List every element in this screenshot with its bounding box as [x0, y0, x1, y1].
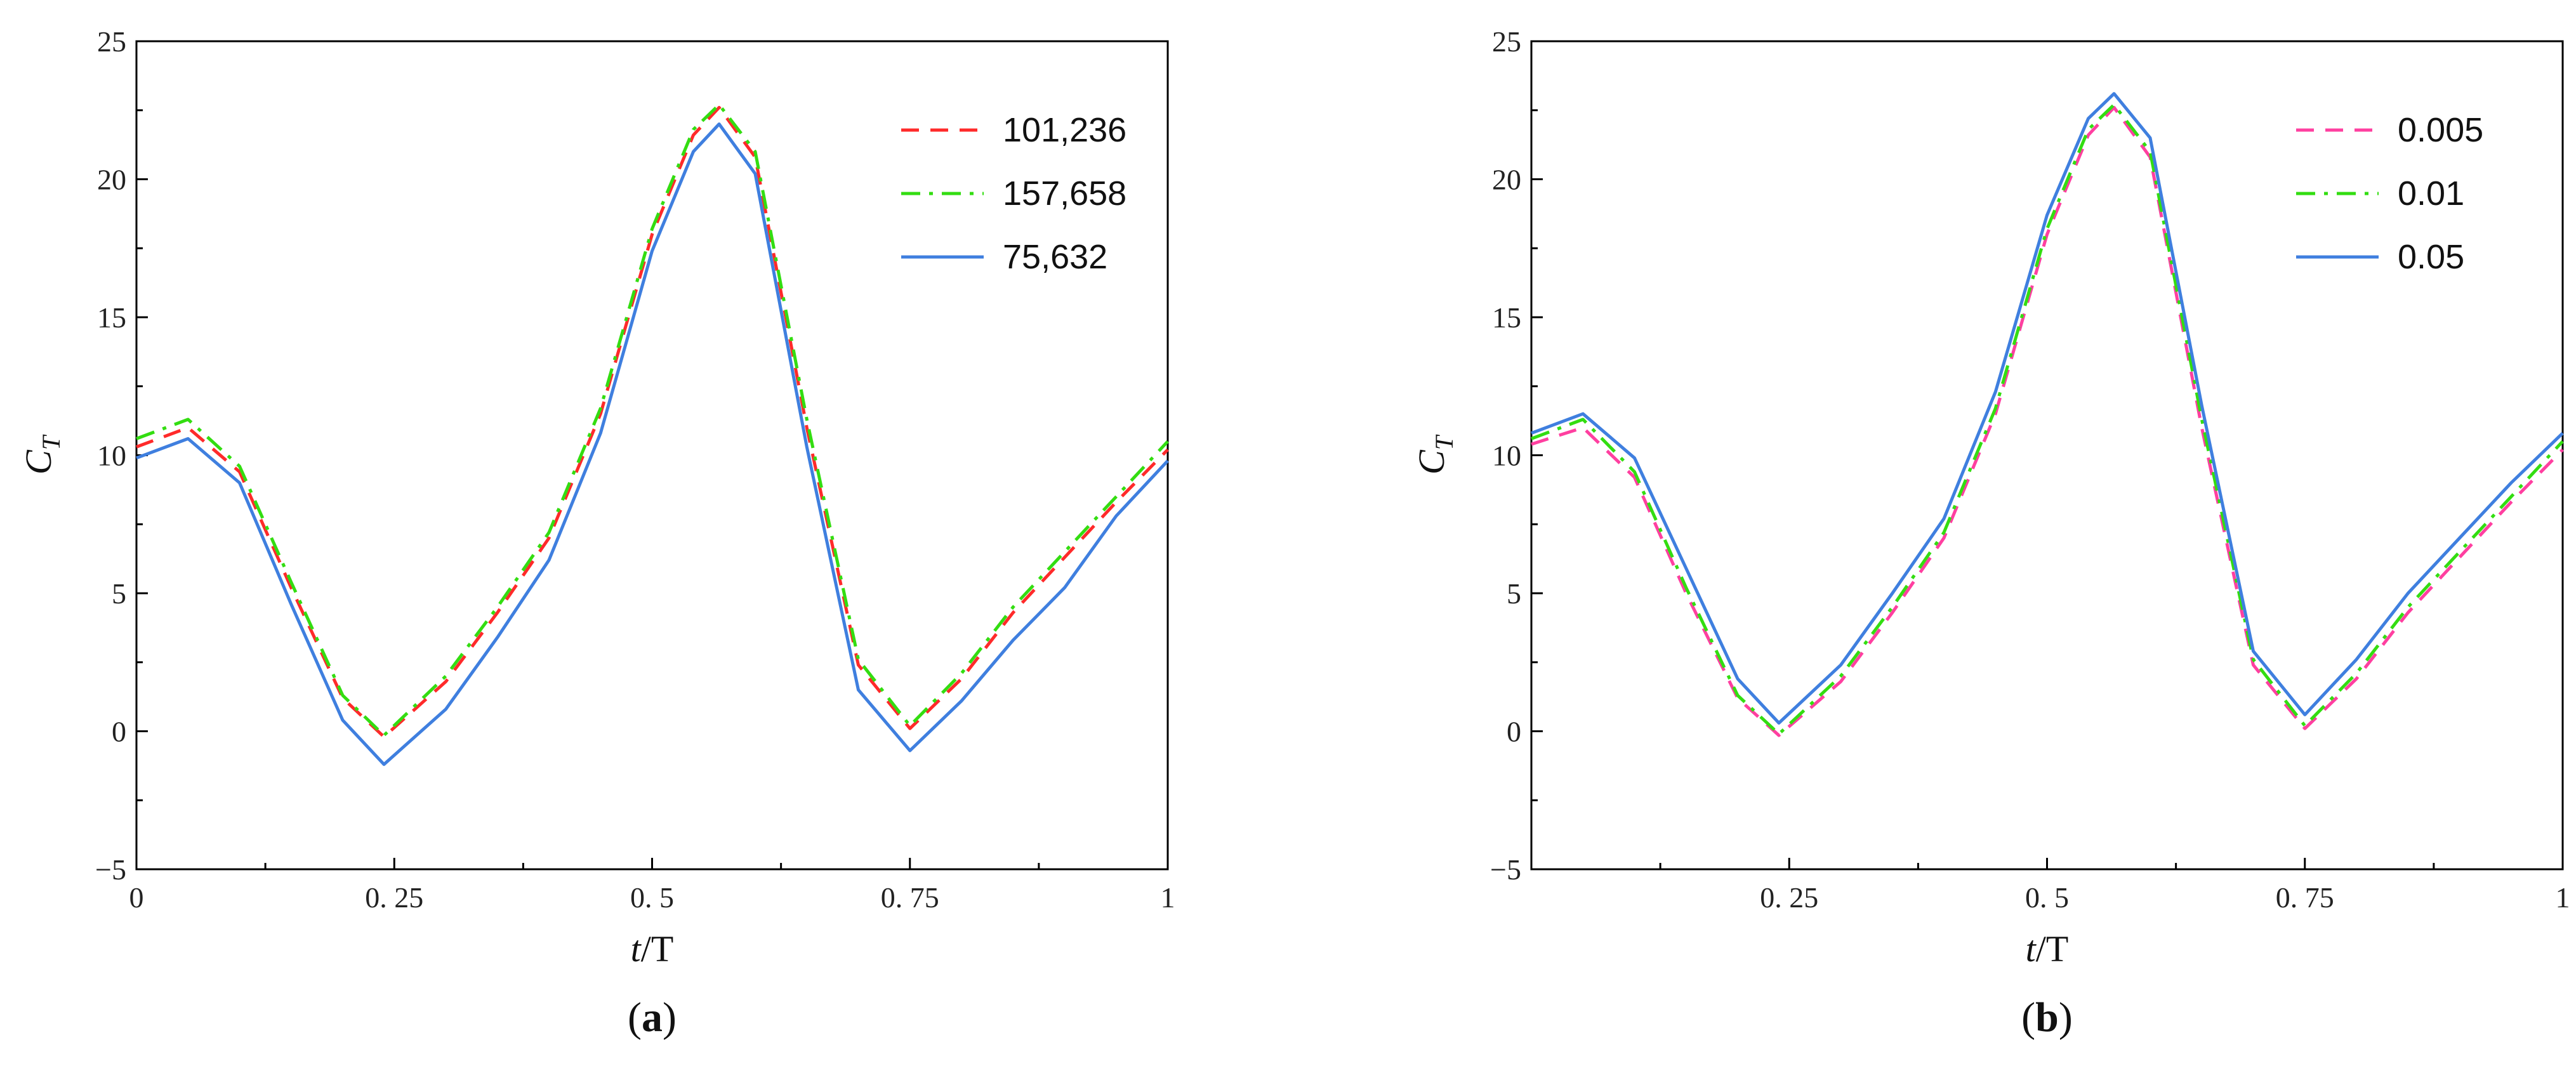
- y-tick-label: 5: [112, 577, 126, 610]
- x-tick-label: 0: [129, 881, 144, 914]
- y-tick-label: 10: [97, 440, 126, 472]
- y-tick-label: 5: [1507, 577, 1521, 610]
- y-tick-label: 10: [1492, 440, 1521, 472]
- x-tick-label: 0. 75: [2276, 881, 2334, 914]
- x-tick-label: 0. 25: [365, 881, 423, 914]
- panel-label: (a): [628, 994, 677, 1041]
- legend: 0.005 0.01 0.05: [2296, 111, 2483, 276]
- y-axis-label: CT: [18, 434, 65, 475]
- y-tick-label: 25: [1492, 25, 1521, 58]
- x-tick-label: 0. 25: [1760, 881, 1818, 914]
- legend-label: 0.05: [2398, 238, 2464, 276]
- x-tick-label: 1: [1161, 881, 1175, 914]
- x-tick-label: 1: [2556, 881, 2570, 914]
- series-line-3: [136, 122, 1169, 766]
- x-tick-label: 0. 5: [630, 881, 674, 914]
- panel-label: (b): [2021, 994, 2073, 1041]
- y-tick-label: 15: [97, 301, 126, 334]
- y-axis-label: CT: [1411, 434, 1458, 475]
- series-line-3: [1531, 92, 2564, 725]
- legend-label: 101,236: [1003, 111, 1126, 149]
- legend-label: 0.005: [2398, 111, 2483, 149]
- series-line-1: [136, 105, 1169, 739]
- series-line-2: [136, 103, 1169, 737]
- legend-label: 0.01: [2398, 174, 2464, 213]
- series-line-2: [1531, 103, 2564, 736]
- y-tick-label: 0: [112, 716, 126, 748]
- y-tick-label: 25: [97, 25, 126, 58]
- y-tick-label: −5: [1490, 853, 1521, 886]
- x-tick-label: 0. 5: [2025, 881, 2069, 914]
- legend-label: 157,658: [1003, 174, 1126, 213]
- legend: 101,236 157,658 75,632: [901, 111, 1126, 276]
- y-tick-label: 0: [1507, 716, 1521, 748]
- y-tick-label: 15: [1492, 301, 1521, 334]
- legend-label: 75,632: [1003, 238, 1107, 276]
- x-axis-label: t/T: [631, 928, 674, 970]
- y-tick-label: 20: [97, 164, 126, 196]
- y-tick-label: 20: [1492, 164, 1521, 196]
- series-line-1: [1531, 105, 2564, 737]
- x-tick-label: 0. 75: [881, 881, 939, 914]
- x-axis-label: t/T: [2026, 928, 2069, 970]
- chart-panel-b: −5 0 5 10 15 20 25 0. 25 0. 5 0. 75 1 0.005 0.01 0.05…: [1411, 25, 2570, 1041]
- y-tick-label: −5: [95, 853, 126, 886]
